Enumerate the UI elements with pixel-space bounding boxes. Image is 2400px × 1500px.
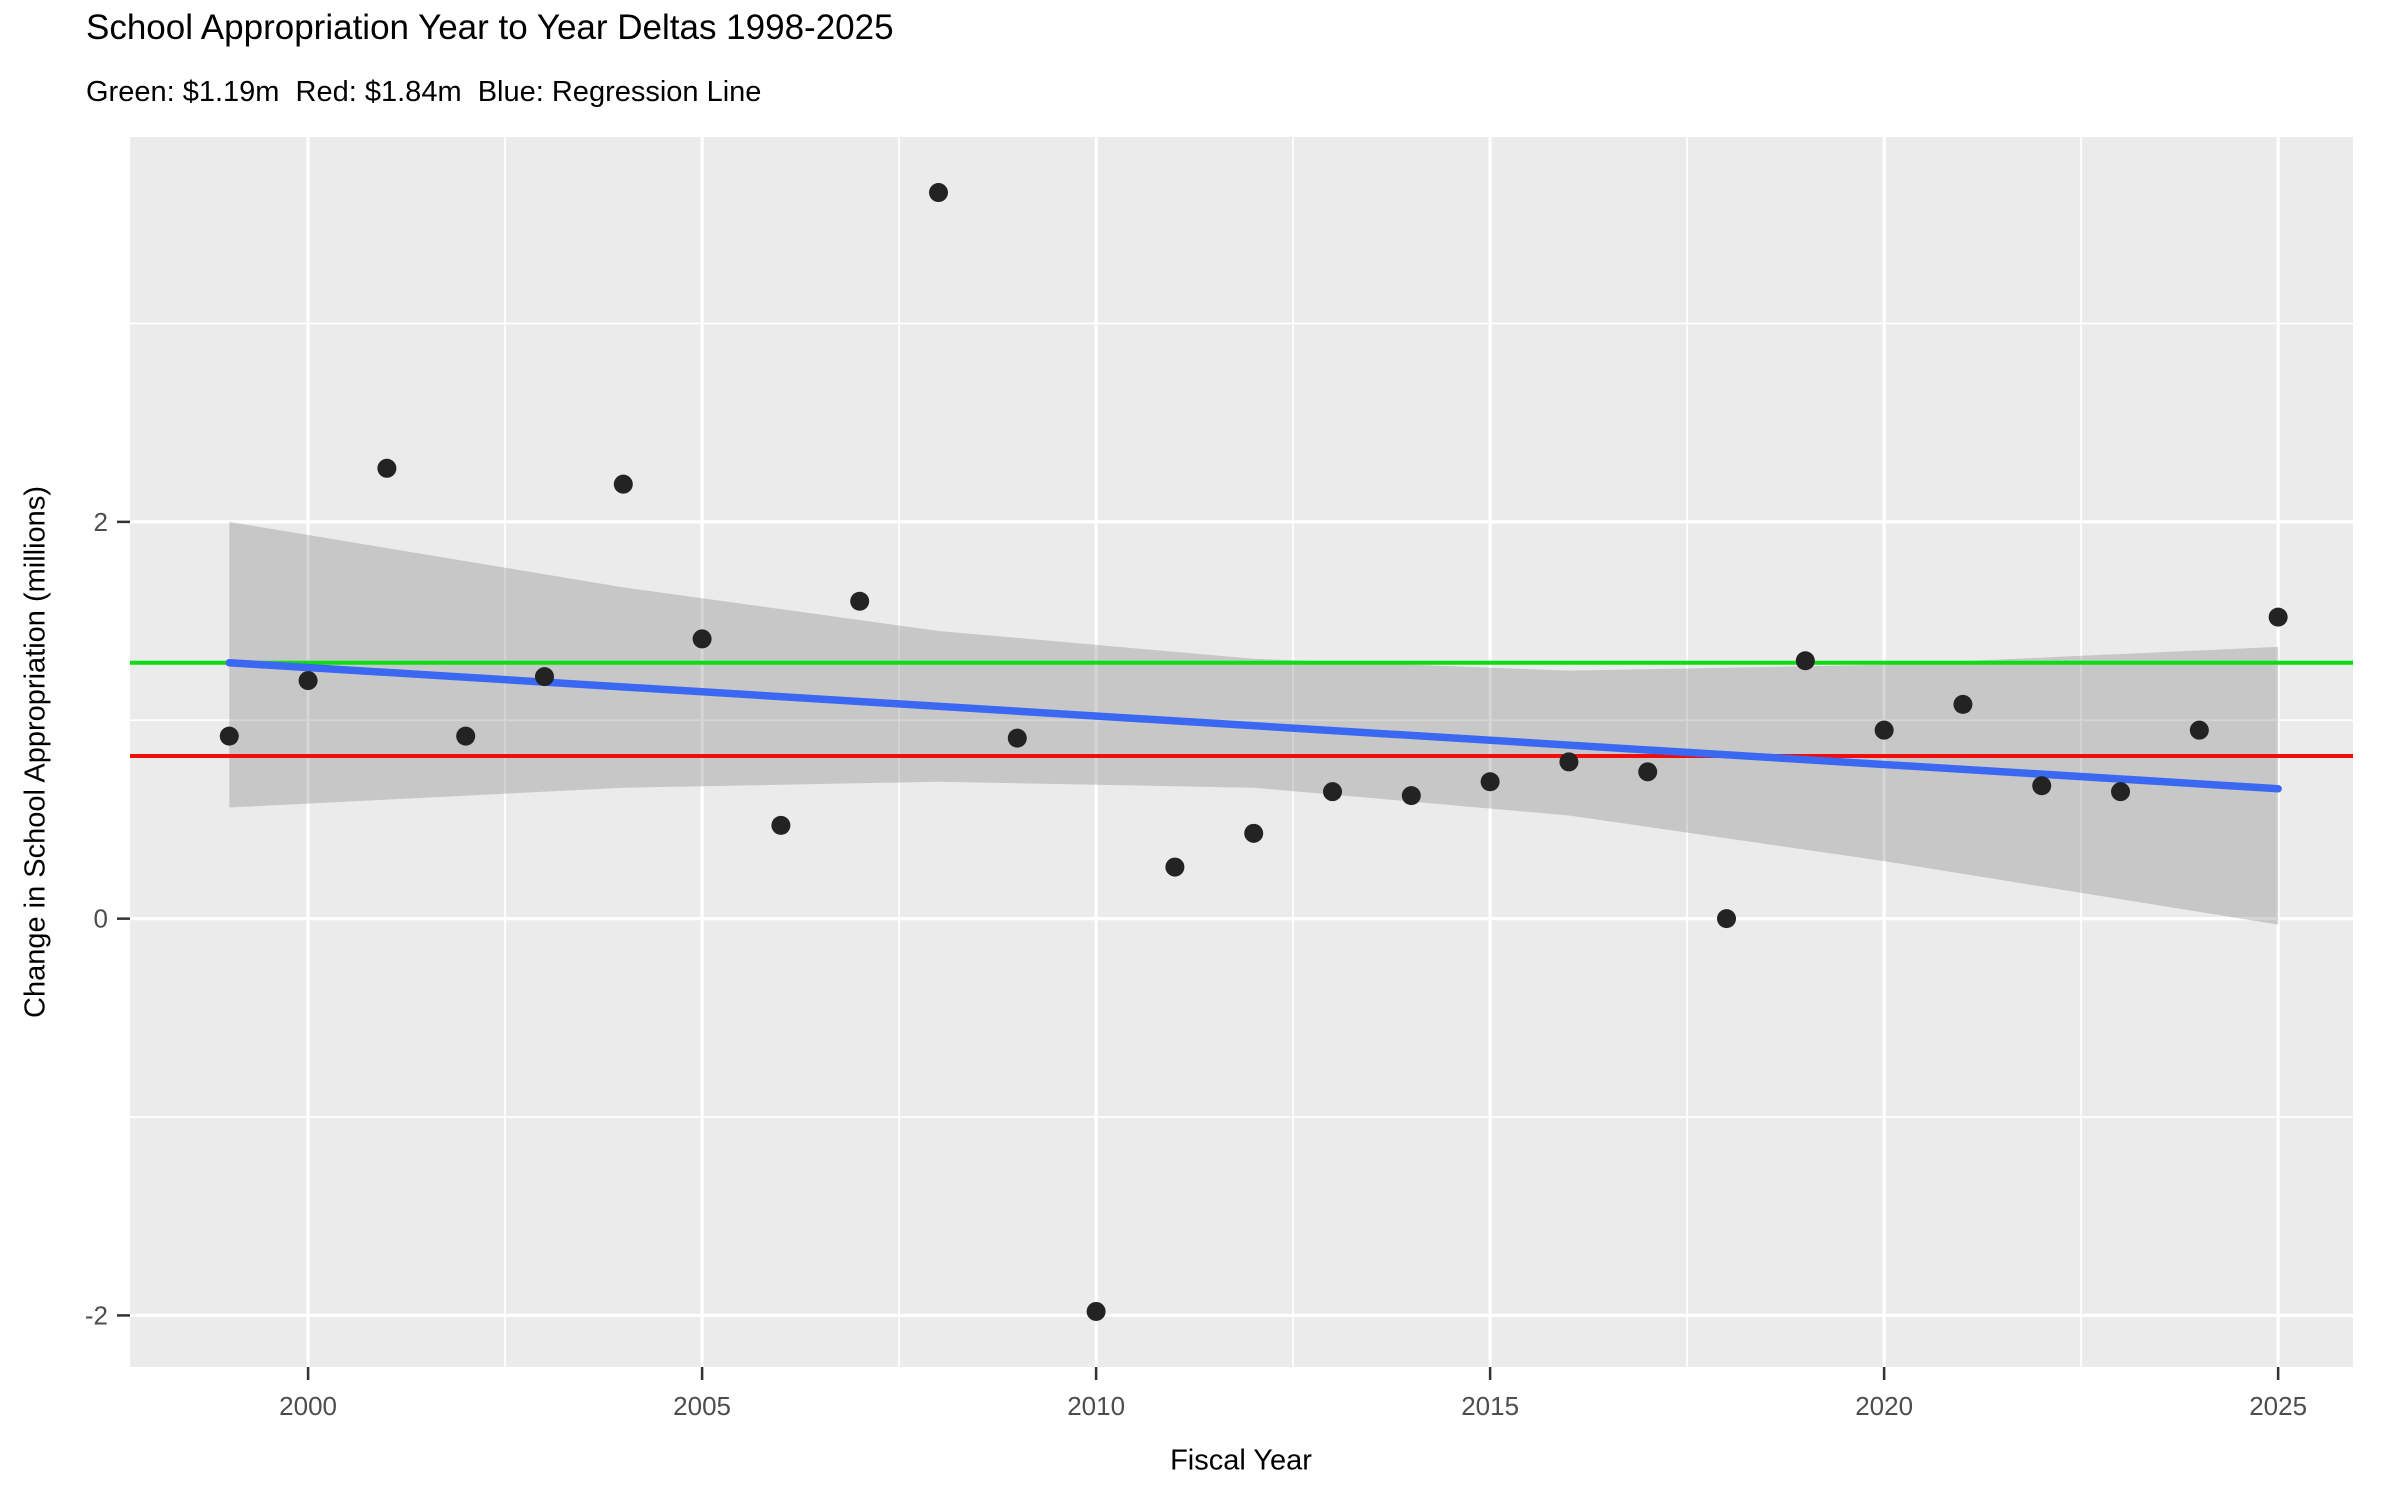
data-point — [2032, 776, 2052, 796]
data-point — [1638, 762, 1658, 782]
y-tick-label: -2 — [85, 1300, 108, 1330]
y-tick-label: 2 — [94, 507, 108, 537]
x-tick-label: 2000 — [279, 1391, 337, 1421]
data-point — [1401, 786, 1421, 806]
data-point — [298, 671, 318, 691]
data-point — [929, 183, 949, 203]
minor-gridlines — [130, 137, 2353, 1367]
major-gridlines — [130, 137, 2353, 1367]
data-point — [1559, 752, 1579, 772]
x-axis-title: Fiscal Year — [1170, 1444, 1312, 1477]
data-point — [1795, 651, 1815, 671]
data-point — [2189, 720, 2209, 740]
data-points — [219, 183, 2288, 1321]
data-point — [2268, 607, 2288, 627]
chart-title: School Appropriation Year to Year Deltas… — [86, 8, 894, 47]
data-point — [534, 667, 554, 687]
x-tick-label: 2025 — [2249, 1391, 2307, 1421]
y-tick-label: 0 — [94, 904, 108, 934]
axis-ticks: 2000 2005 2010 2015 2020 2025 2 0 -2 — [85, 507, 2307, 1421]
data-point — [1717, 909, 1737, 929]
data-point — [771, 815, 791, 835]
data-point — [219, 726, 239, 746]
x-tick-label: 2010 — [1067, 1391, 1125, 1421]
data-point — [1323, 782, 1343, 802]
x-tick-label: 2005 — [673, 1391, 731, 1421]
data-point — [1953, 694, 1973, 714]
data-point — [1165, 857, 1185, 877]
data-point — [692, 629, 712, 649]
data-point — [1007, 728, 1027, 748]
regression-line — [225, 658, 2282, 793]
data-point — [2111, 782, 2131, 802]
data-point — [1874, 720, 1894, 740]
x-tick-label: 2020 — [1855, 1391, 1913, 1421]
chart-subtitle: Green: $1.19m Red: $1.84m Blue: Regressi… — [86, 76, 762, 108]
data-point — [1086, 1301, 1106, 1321]
data-point — [1480, 772, 1500, 792]
data-point — [613, 474, 633, 494]
x-tick-label: 2015 — [1461, 1391, 1519, 1421]
data-point — [456, 726, 476, 746]
data-point — [850, 591, 870, 611]
data-point — [1244, 823, 1264, 843]
panel-background — [130, 137, 2353, 1367]
data-point — [377, 458, 397, 478]
